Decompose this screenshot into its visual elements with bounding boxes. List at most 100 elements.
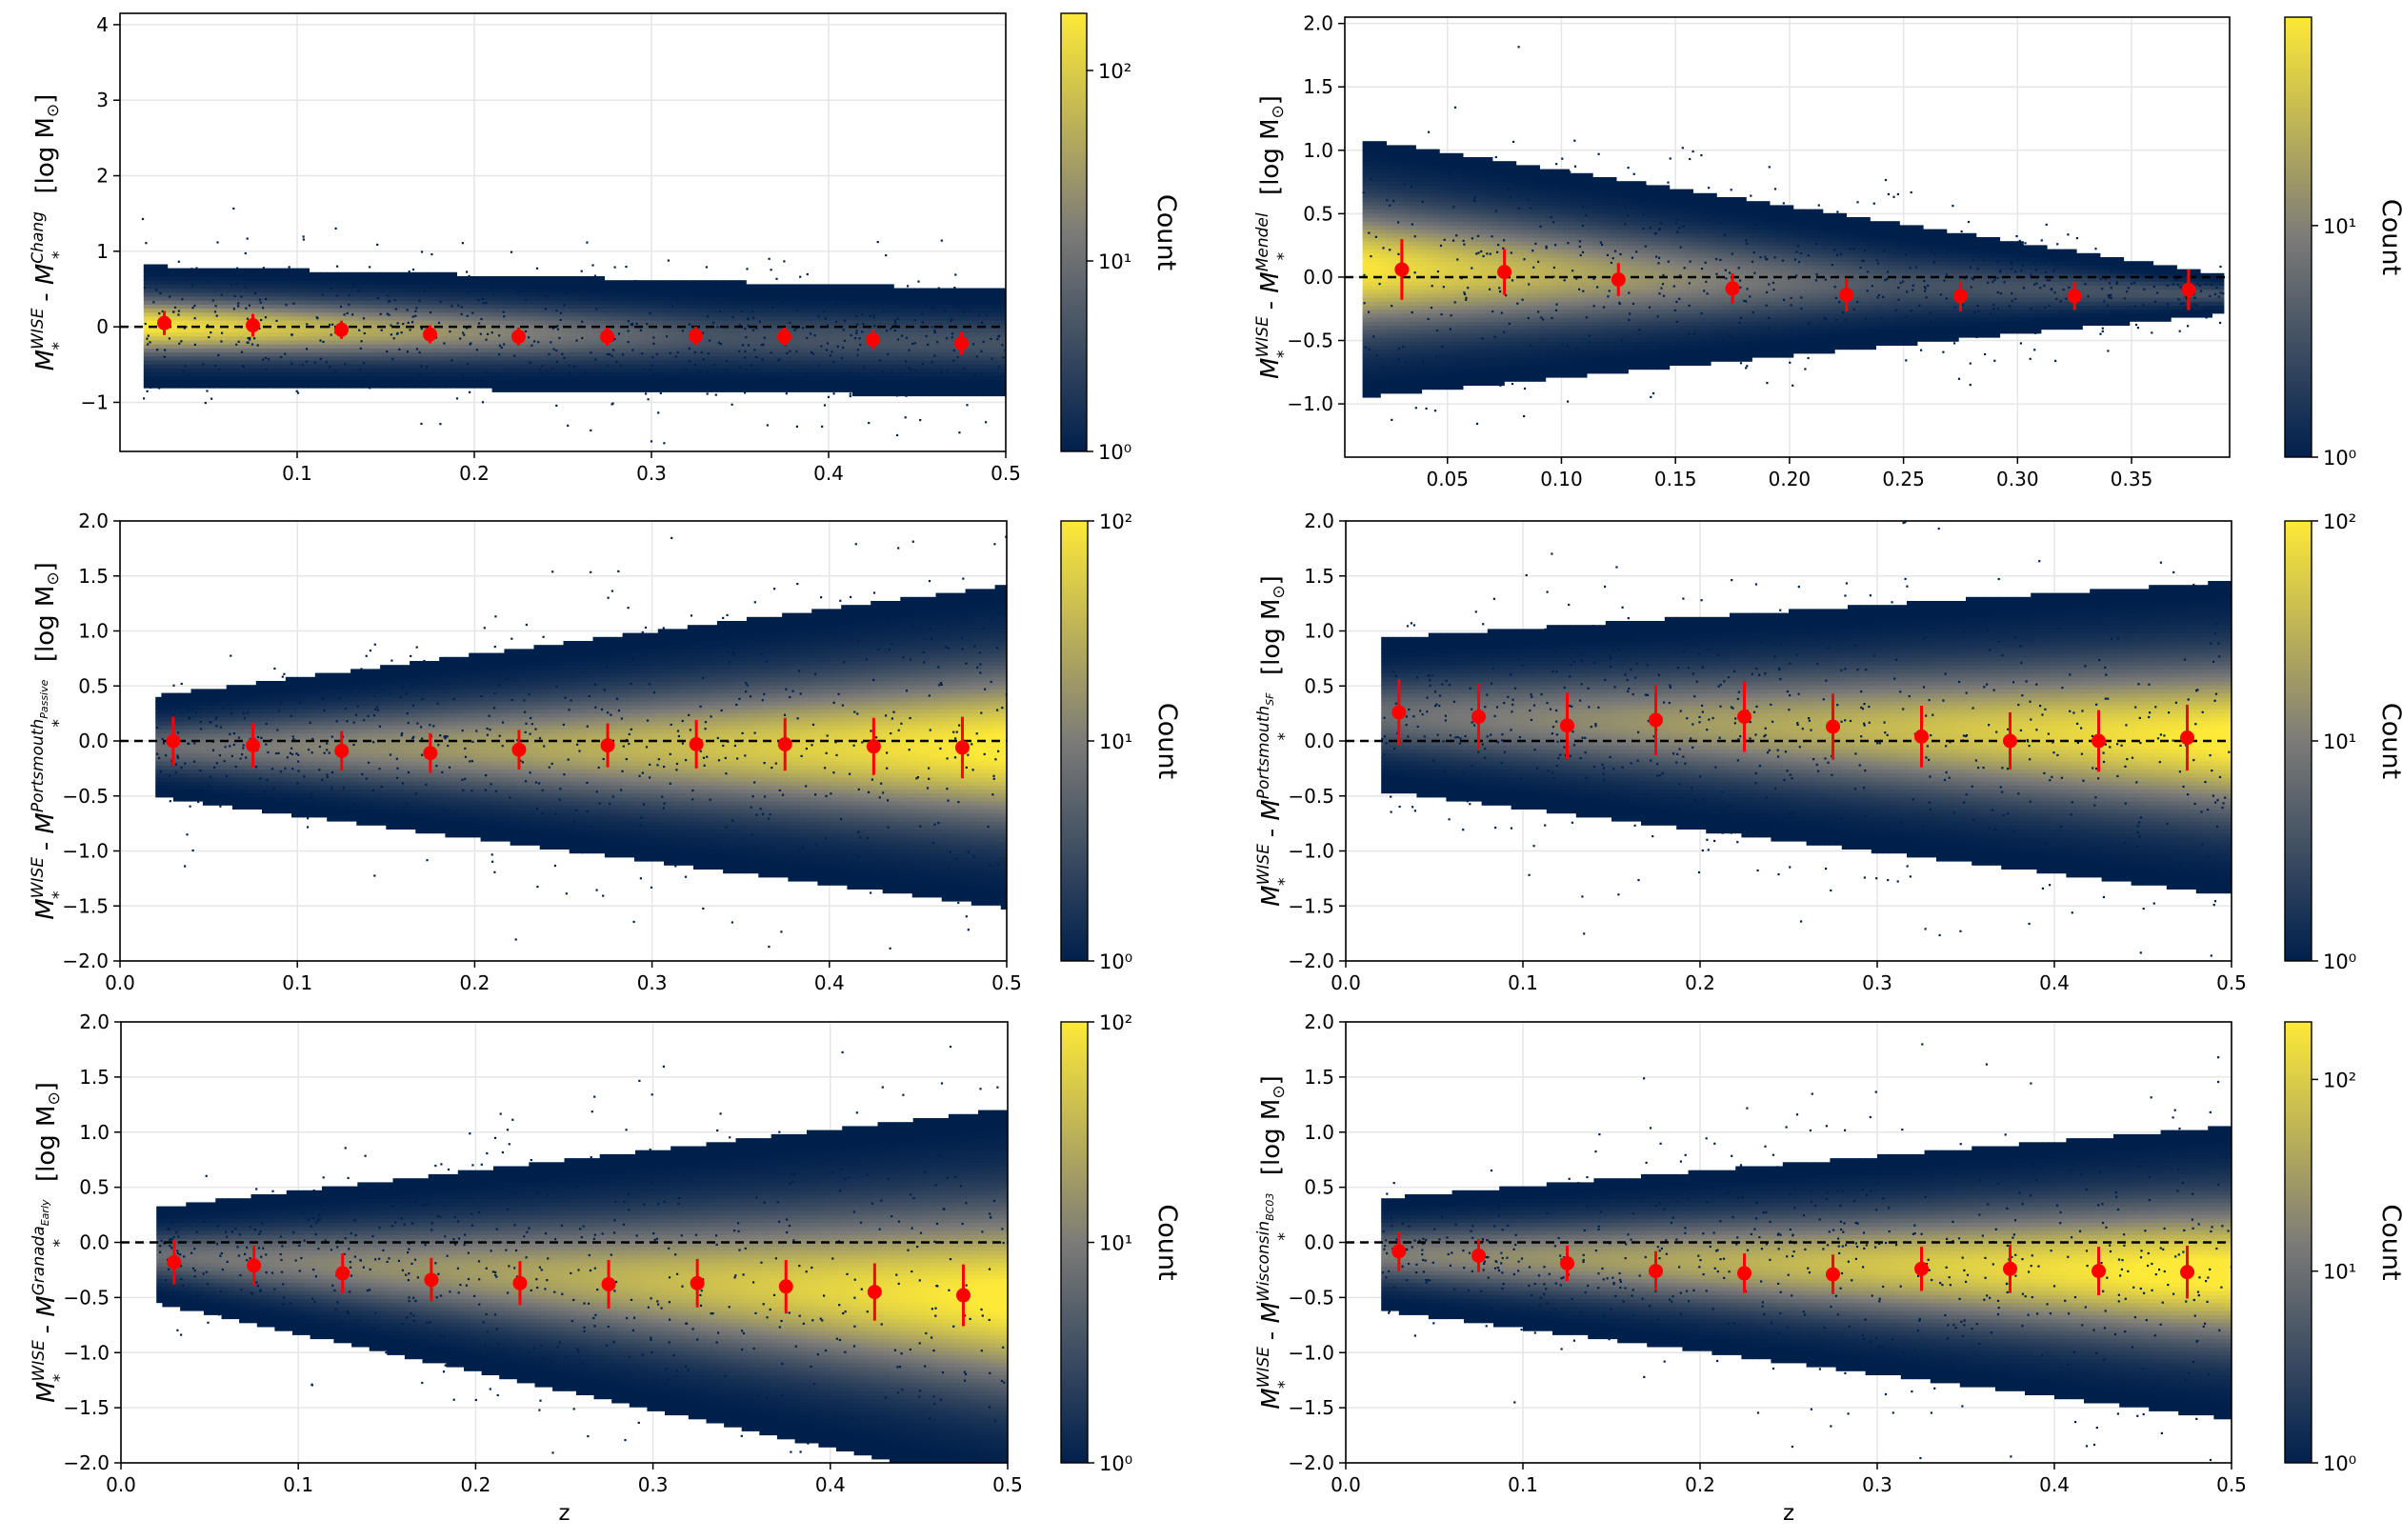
y-tick-label: −2.0 — [1288, 950, 1334, 972]
x-tick-label: 0.10 — [1540, 468, 1583, 490]
x-tick-label: 0.0 — [105, 971, 135, 994]
median-point — [777, 330, 791, 344]
median-point — [1839, 288, 1853, 302]
median-point — [1391, 705, 1406, 719]
colorbar-tick-label: 10⁰ — [1099, 1452, 1132, 1475]
median-point — [2068, 289, 2082, 303]
x-tick-label: 0.20 — [1769, 468, 1812, 490]
y-tick-label: −2.0 — [63, 1451, 110, 1474]
x-tick-label: 0.2 — [1685, 1473, 1715, 1496]
x-tick-label: 0.0 — [1331, 971, 1361, 994]
median-point — [1826, 1268, 1840, 1282]
x-tick-label: 0.0 — [106, 1473, 136, 1496]
y-tick-label: −1 — [81, 390, 109, 413]
median-point — [246, 318, 260, 332]
x-tick-label: 0.4 — [2039, 1473, 2070, 1496]
median-point — [867, 739, 881, 753]
y-tick-label: 3 — [96, 89, 109, 111]
y-tick-label: −1.0 — [63, 1341, 110, 1364]
colorbar-tick-label: 10² — [2323, 1069, 2356, 1091]
y-tick-label: 0.0 — [1304, 730, 1334, 752]
median-point — [2180, 730, 2194, 745]
x-tick-label: 0.05 — [1426, 468, 1469, 490]
y-tick-label: 2.0 — [79, 1010, 110, 1033]
median-point — [2180, 1265, 2194, 1279]
median-point — [868, 1285, 882, 1299]
x-tick-label: 0.2 — [459, 462, 490, 485]
median-point — [1394, 262, 1409, 276]
colorbar-tick-label: 10⁰ — [2323, 950, 2356, 973]
x-tick-label: 0.0 — [1331, 1473, 1361, 1496]
x-axis-label: z — [1783, 1501, 1794, 1526]
median-point — [1611, 272, 1626, 287]
x-tick-label: 0.5 — [2216, 1473, 2247, 1496]
colorbar-tick-label: 10¹ — [2323, 730, 2356, 753]
y-tick-label: −1.0 — [1287, 392, 1333, 415]
median-point — [690, 737, 704, 751]
y-tick-label: −1.5 — [63, 1396, 110, 1419]
median-point — [167, 1255, 181, 1270]
median-point — [1560, 718, 1574, 732]
x-tick-label: 0.3 — [1862, 971, 1892, 994]
median-point — [866, 332, 880, 347]
x-tick-label: 0.15 — [1654, 468, 1697, 490]
y-tick-label: 2.0 — [1304, 1010, 1334, 1033]
y-tick-label: 2.0 — [1304, 510, 1334, 532]
colorbar-tick-label: 10² — [1099, 1011, 1132, 1034]
colorbar-tick-label: 10² — [1098, 60, 1131, 83]
y-axis-label: MWISE* - MChang*[log M⊙] — [29, 94, 69, 371]
x-tick-label: 0.1 — [282, 462, 312, 485]
x-tick-label: 0.4 — [814, 971, 845, 994]
y-tick-label: 1.5 — [78, 565, 109, 588]
y-axis-label: MWISE* - MPortsmouthPassive*[log M⊙] — [29, 562, 69, 920]
colorbar-tick-label: 10¹ — [1099, 1232, 1132, 1255]
y-tick-label: −1.5 — [62, 894, 109, 917]
y-tick-label: 1.5 — [1303, 75, 1333, 98]
colorbar-tick-label: 10¹ — [1099, 730, 1132, 753]
x-tick-label: 0.4 — [2039, 971, 2070, 994]
colorbar-label: Count — [1152, 703, 1182, 779]
y-tick-label: −0.5 — [1288, 1286, 1334, 1309]
x-tick-label: 0.35 — [2111, 468, 2153, 490]
median-point — [1914, 730, 1929, 744]
median-point — [691, 1276, 705, 1290]
density-histogram — [156, 1110, 1008, 1464]
median-point — [600, 330, 614, 344]
y-tick-label: −1.0 — [1288, 840, 1334, 863]
median-point — [423, 328, 437, 342]
y-tick-label: −1.0 — [1288, 1341, 1334, 1364]
y-tick-label: 0.5 — [78, 674, 109, 697]
y-tick-label: 0.5 — [79, 1176, 110, 1199]
median-point — [954, 336, 969, 350]
colorbar-label: Count — [1151, 194, 1181, 270]
colorbar-label: Count — [2376, 703, 2402, 779]
median-point — [424, 1272, 438, 1287]
colorbar-label: Count — [2376, 199, 2402, 275]
median-point — [1737, 710, 1751, 724]
y-tick-label: 0 — [96, 315, 109, 338]
y-tick-label: 0.5 — [1304, 1176, 1334, 1199]
y-tick-label: 1.5 — [79, 1066, 110, 1089]
median-point — [1649, 1264, 1663, 1278]
median-point — [335, 1266, 350, 1280]
density-histogram — [144, 265, 1007, 397]
x-tick-label: 0.4 — [815, 1473, 846, 1496]
y-tick-label: −0.5 — [1287, 330, 1333, 352]
y-tick-label: 2.0 — [1303, 12, 1333, 35]
colorbar-tick-label: 10² — [1099, 510, 1132, 533]
y-tick-label: 1.5 — [1304, 1066, 1334, 1089]
median-point — [512, 1276, 527, 1290]
median-point — [1560, 1256, 1574, 1270]
y-tick-label: −2.0 — [1288, 1451, 1334, 1474]
median-point — [601, 738, 615, 752]
y-tick-label: −1.0 — [62, 840, 109, 863]
